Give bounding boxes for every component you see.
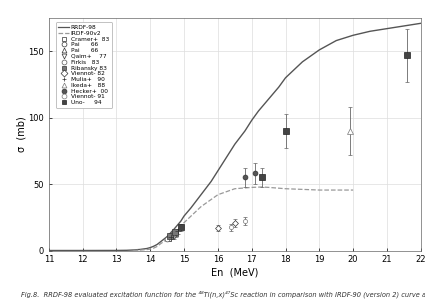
X-axis label: En  (MeV): En (MeV)	[211, 267, 258, 277]
Text: Fig.8.  RRDF-98 evaluated excitation function for the ⁴⁸Ti(n,x)⁴⁷Sc reaction in : Fig.8. RRDF-98 evaluated excitation func…	[21, 291, 425, 298]
Legend: RRDF-98, IRDF-90v2, Cramer+  83, Pai      66, Pai      66, Qaim+    77, Firkis  : RRDF-98, IRDF-90v2, Cramer+ 83, Pai 66, …	[56, 22, 112, 108]
Y-axis label: σ  (mb): σ (mb)	[17, 116, 27, 152]
